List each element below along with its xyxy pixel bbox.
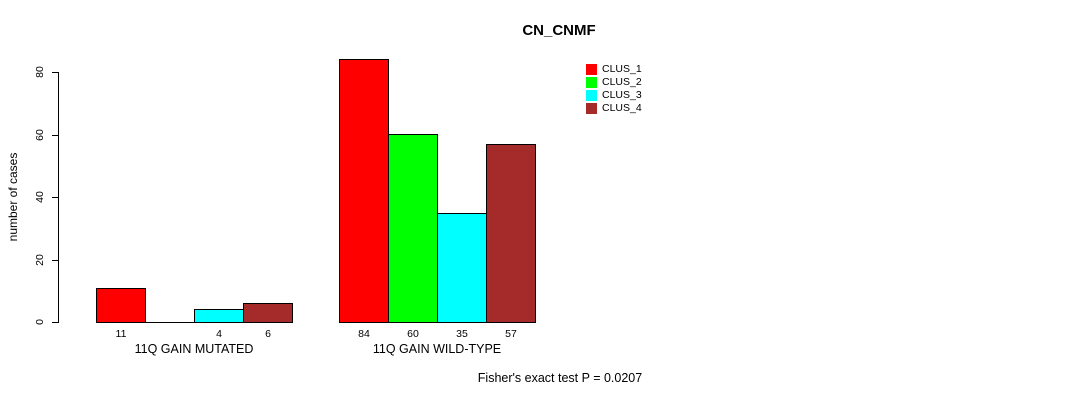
- y-tick-label: 60: [34, 129, 46, 141]
- legend-label: CLUS_4: [602, 102, 642, 114]
- bar-value-label: 35: [456, 328, 468, 340]
- y-tick-label: 40: [34, 191, 46, 203]
- legend-item: CLUS_1: [586, 64, 642, 75]
- bar-value-label: 6: [265, 328, 271, 340]
- legend-item: CLUS_2: [586, 77, 642, 88]
- bar-value-label: 57: [505, 328, 517, 340]
- legend-swatch: [586, 64, 597, 75]
- bar: [437, 213, 487, 323]
- legend-item: CLUS_3: [586, 90, 642, 101]
- bar: [388, 134, 438, 323]
- bar-zero-line: [145, 322, 195, 323]
- legend-swatch: [586, 77, 597, 88]
- y-tick-label: 80: [34, 66, 46, 78]
- bar-value-label: 60: [407, 328, 419, 340]
- legend-label: CLUS_1: [602, 63, 642, 75]
- group-label: 11Q GAIN WILD-TYPE: [372, 342, 502, 356]
- y-axis-title: number of cases: [6, 152, 20, 242]
- stat-annotation: Fisher's exact test P = 0.0207: [477, 371, 643, 385]
- y-tick: [52, 197, 58, 198]
- y-tick: [52, 260, 58, 261]
- legend-label: CLUS_3: [602, 89, 642, 101]
- bar-value-label: 4: [216, 328, 222, 340]
- legend-swatch: [586, 103, 597, 114]
- bar: [339, 59, 389, 323]
- legend-item: CLUS_4: [586, 103, 642, 114]
- y-tick: [52, 322, 58, 323]
- y-tick-label: 0: [34, 319, 46, 325]
- y-tick: [52, 72, 58, 73]
- bar: [96, 288, 146, 323]
- legend-label: CLUS_2: [602, 76, 642, 88]
- y-tick-label: 20: [34, 254, 46, 266]
- chart-title: CN_CNMF: [522, 22, 596, 39]
- y-axis-line: [58, 72, 59, 323]
- legend: CLUS_1 CLUS_2 CLUS_3 CLUS_4: [586, 64, 642, 116]
- bar: [194, 309, 244, 323]
- y-tick: [52, 135, 58, 136]
- legend-swatch: [586, 90, 597, 101]
- bar: [243, 303, 293, 323]
- bar: [486, 144, 536, 323]
- bar-value-label: 84: [358, 328, 370, 340]
- group-label: 11Q GAIN MUTATED: [134, 342, 254, 356]
- bar-value-label: 11: [115, 328, 127, 340]
